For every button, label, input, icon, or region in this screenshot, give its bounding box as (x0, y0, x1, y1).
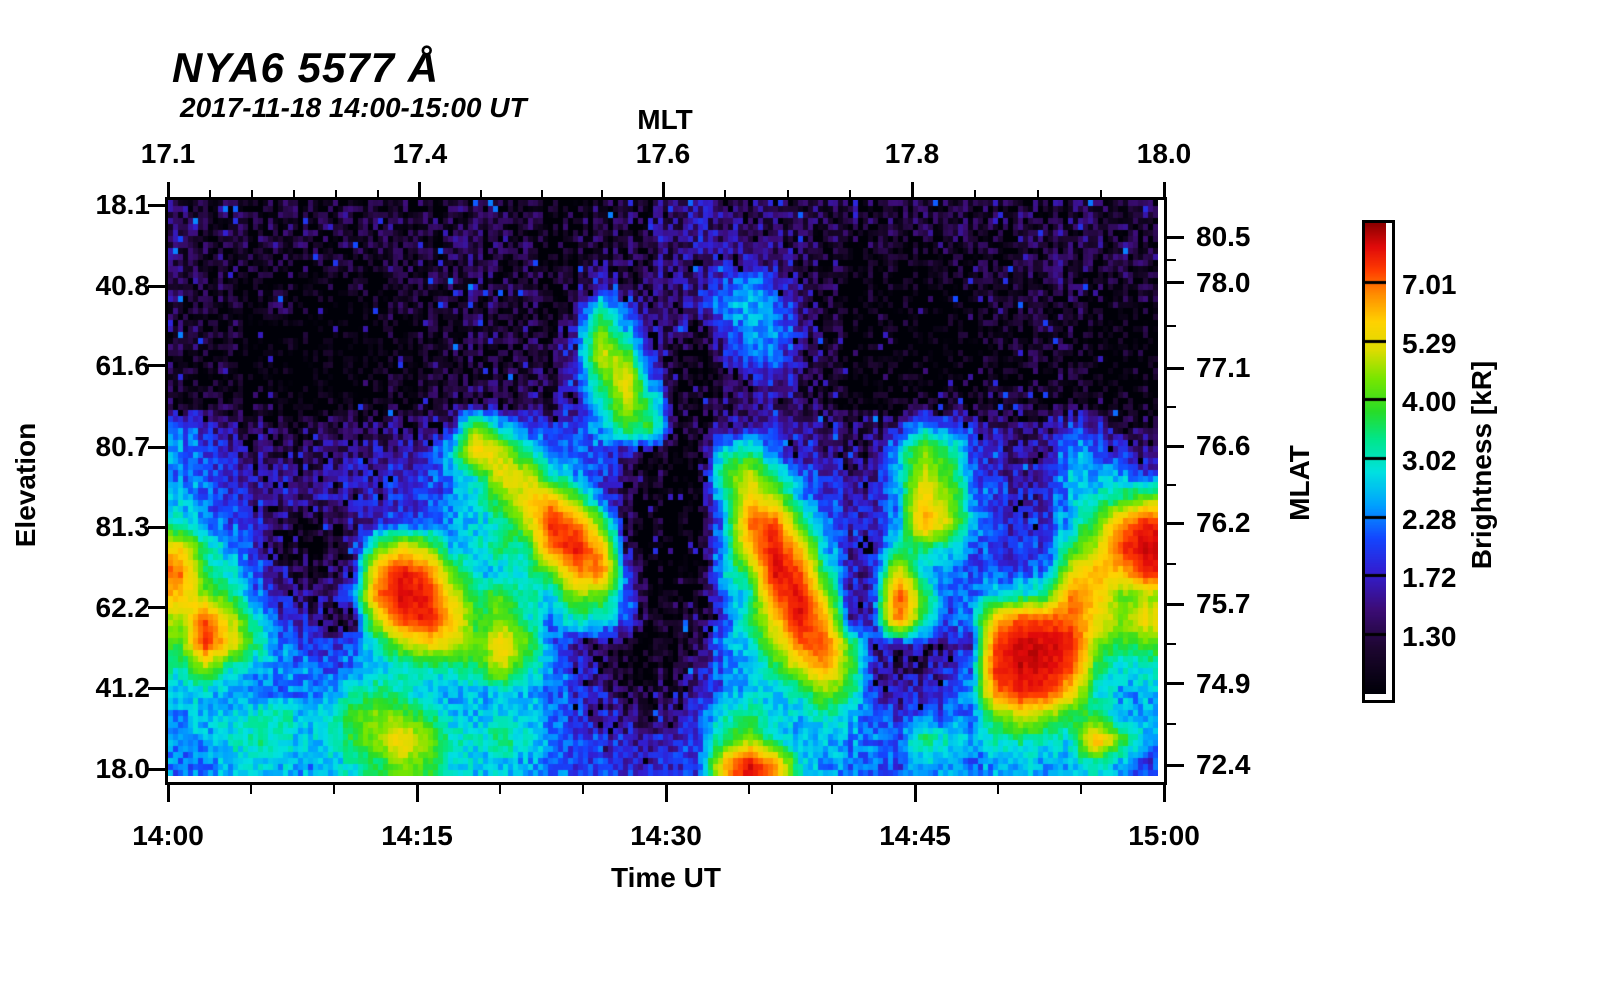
right-tick-label: 72.4 (1196, 749, 1251, 781)
left-major-tick (148, 687, 168, 690)
top-tick-label: 17.1 (141, 138, 196, 170)
top-major-tick (911, 182, 914, 200)
bottom-minor-tick (997, 782, 999, 794)
right-tick-label: 77.1 (1196, 352, 1251, 384)
right-minor-tick (1164, 643, 1176, 645)
right-major-tick (1164, 236, 1184, 239)
colorbar-canvas (1365, 223, 1386, 694)
left-tick-label: 81.3 (0, 511, 150, 543)
top-minor-tick (377, 190, 379, 200)
bottom-minor-tick (582, 782, 584, 794)
top-major-tick (1163, 182, 1166, 200)
left-tick-label: 40.8 (0, 270, 150, 302)
bottom-major-tick (416, 782, 419, 802)
top-minor-tick (974, 190, 976, 200)
bottom-major-tick (665, 782, 668, 802)
left-tick-label: 61.6 (0, 350, 150, 382)
keogram-page: NYA6 5577 Å 2017-11-18 14:00-15:00 UT ML… (0, 0, 1600, 1000)
top-tick-label: 17.8 (885, 138, 940, 170)
right-tick-label: 76.6 (1196, 430, 1251, 462)
left-tick-label: 18.0 (0, 753, 150, 785)
bottom-minor-tick (333, 782, 335, 794)
top-minor-tick (541, 190, 543, 200)
keogram-heatmap-canvas (168, 200, 1158, 776)
bottom-tick-label: 15:00 (1128, 820, 1200, 852)
left-major-tick (148, 446, 168, 449)
top-tick-label: 17.6 (636, 138, 691, 170)
top-tick-label: 17.4 (393, 138, 448, 170)
top-minor-tick (849, 190, 851, 200)
right-axis-title-mlat: MLAT (1284, 445, 1316, 521)
top-minor-tick (335, 190, 337, 200)
bottom-tick-label: 14:15 (381, 820, 453, 852)
plot-frame (165, 197, 1167, 785)
plot-subtitle: 2017-11-18 14:00-15:00 UT (180, 92, 527, 124)
bottom-tick-label: 14:45 (879, 820, 951, 852)
top-minor-tick (293, 190, 295, 200)
top-major-tick (167, 182, 170, 200)
right-tick-label: 76.2 (1196, 507, 1251, 539)
bottom-major-tick (914, 782, 917, 802)
colorbar-tick-label: 1.72 (1402, 562, 1457, 594)
top-major-tick (662, 182, 665, 200)
colorbar-tick-label: 1.30 (1402, 621, 1457, 653)
right-minor-tick (1164, 563, 1176, 565)
colorbar-tick-label: 4.00 (1402, 386, 1457, 418)
top-minor-tick (1100, 190, 1102, 200)
left-major-tick (148, 768, 168, 771)
right-major-tick (1164, 603, 1184, 606)
left-major-tick (148, 606, 168, 609)
top-tick-label: 18.0 (1137, 138, 1192, 170)
top-axis-title-mlt: MLT (637, 104, 692, 136)
right-tick-label: 80.5 (1196, 221, 1251, 253)
colorbar-tick-label: 7.01 (1402, 269, 1457, 301)
right-major-tick (1164, 764, 1184, 767)
right-tick-label: 78.0 (1196, 267, 1251, 299)
plot-title: NYA6 5577 Å (172, 44, 439, 92)
left-major-tick (148, 364, 168, 367)
bottom-axis-title-time: Time UT (611, 862, 721, 894)
bottom-major-tick (1163, 782, 1166, 802)
right-minor-tick (1164, 484, 1176, 486)
left-major-tick (148, 204, 168, 207)
top-major-tick (418, 182, 421, 200)
right-minor-tick (1164, 325, 1176, 327)
right-minor-tick (1164, 406, 1176, 408)
left-tick-label: 41.2 (0, 672, 150, 704)
right-tick-label: 74.9 (1196, 668, 1251, 700)
left-tick-label: 62.2 (0, 592, 150, 624)
top-minor-tick (601, 190, 603, 200)
bottom-minor-tick (250, 782, 252, 794)
right-minor-tick (1164, 723, 1176, 725)
right-major-tick (1164, 522, 1184, 525)
colorbar-frame (1362, 220, 1395, 703)
left-major-tick (148, 285, 168, 288)
top-minor-tick (251, 190, 253, 200)
top-minor-tick (724, 190, 726, 200)
top-minor-tick (480, 190, 482, 200)
right-major-tick (1164, 682, 1184, 685)
bottom-minor-tick (499, 782, 501, 794)
top-minor-tick (1037, 190, 1039, 200)
bottom-minor-tick (748, 782, 750, 794)
colorbar-tick-label: 2.28 (1402, 504, 1457, 536)
bottom-major-tick (167, 782, 170, 802)
colorbar-tick-label: 3.02 (1402, 445, 1457, 477)
left-tick-label: 80.7 (0, 431, 150, 463)
bottom-tick-label: 14:00 (132, 820, 204, 852)
colorbar-title-brightness: Brightness [kR] (1466, 361, 1498, 569)
bottom-minor-tick (831, 782, 833, 794)
right-major-tick (1164, 367, 1184, 370)
right-minor-tick (1164, 259, 1176, 261)
left-major-tick (148, 526, 168, 529)
right-major-tick (1164, 281, 1184, 284)
bottom-minor-tick (1080, 782, 1082, 794)
top-minor-tick (209, 190, 211, 200)
right-tick-label: 75.7 (1196, 588, 1251, 620)
colorbar-tick-label: 5.29 (1402, 328, 1457, 360)
right-major-tick (1164, 445, 1184, 448)
top-minor-tick (787, 190, 789, 200)
bottom-tick-label: 14:30 (630, 820, 702, 852)
left-tick-label: 18.1 (0, 189, 150, 221)
